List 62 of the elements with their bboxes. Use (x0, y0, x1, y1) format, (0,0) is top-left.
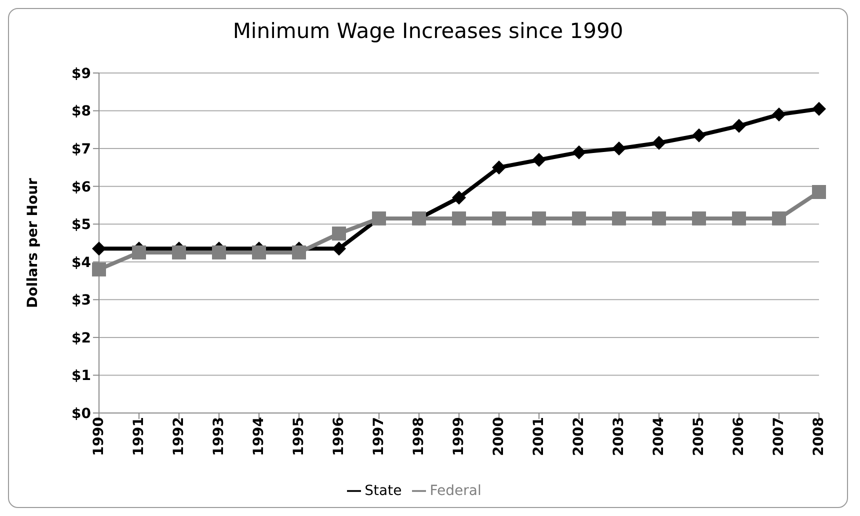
x-tick-label: 1995 (290, 417, 307, 456)
point (652, 136, 666, 150)
x-tick-label: 2002 (570, 417, 587, 456)
point (212, 245, 226, 260)
x-tick-label: 2006 (730, 417, 747, 456)
x-tick-label: 1996 (330, 417, 347, 456)
point (652, 211, 666, 226)
point (612, 142, 626, 156)
y-tick-label: $0 (72, 406, 92, 422)
point (92, 262, 106, 276)
point (732, 211, 746, 226)
chart-title: Minimum Wage Increases since 1990 (232, 19, 624, 45)
y-tick-label: $5 (72, 217, 91, 234)
point (252, 245, 266, 260)
legend-label: State (364, 483, 402, 499)
y-tick-label: $9 (72, 66, 91, 82)
point (532, 152, 546, 167)
point (332, 242, 346, 256)
point (572, 145, 586, 160)
y-tick-label: $7 (72, 142, 91, 158)
x-tick-label: 2003 (610, 417, 627, 456)
point (332, 226, 346, 241)
x-tick-label: 1998 (410, 417, 427, 456)
y-tick-label: $1 (72, 368, 91, 384)
point (452, 211, 466, 226)
point (732, 118, 746, 133)
x-tick-label: 2007 (770, 417, 787, 456)
x-tick-label: 2004 (650, 416, 667, 456)
x-tick-label: 2008 (810, 417, 827, 456)
x-tick-label: 1999 (450, 417, 467, 456)
point (692, 211, 706, 226)
y-tick-label: $3 (72, 292, 91, 309)
x-tick-label: 2005 (690, 417, 707, 456)
y-tick-label: $8 (72, 104, 91, 120)
y-tick-label: $4 (72, 254, 92, 271)
point (172, 245, 186, 260)
point (612, 211, 626, 226)
x-tick-label: 2000 (490, 416, 507, 456)
point (532, 211, 546, 226)
y-axis-title: Dollars per Hour (24, 178, 41, 308)
point (772, 211, 786, 226)
point (132, 245, 146, 260)
x-tick-label: 1993 (210, 417, 227, 456)
point (92, 242, 106, 256)
x-tick-label: 1992 (170, 417, 187, 456)
x-tick-label: 1991 (130, 417, 147, 456)
legend-label: Federal (430, 483, 482, 499)
x-tick-label: 2001 (530, 417, 547, 456)
y-tick-label: $6 (72, 179, 91, 196)
x-tick-label: 1990 (90, 416, 107, 456)
point (452, 190, 466, 205)
point (492, 160, 506, 174)
point (572, 211, 586, 226)
point (292, 245, 306, 260)
x-tick-label: 1997 (370, 417, 387, 456)
x-tick-label: 1994 (250, 416, 267, 456)
point (812, 102, 826, 116)
point (492, 211, 506, 226)
point (772, 108, 786, 122)
y-tick-label: $2 (72, 330, 91, 346)
point (692, 128, 706, 142)
point (812, 185, 826, 199)
